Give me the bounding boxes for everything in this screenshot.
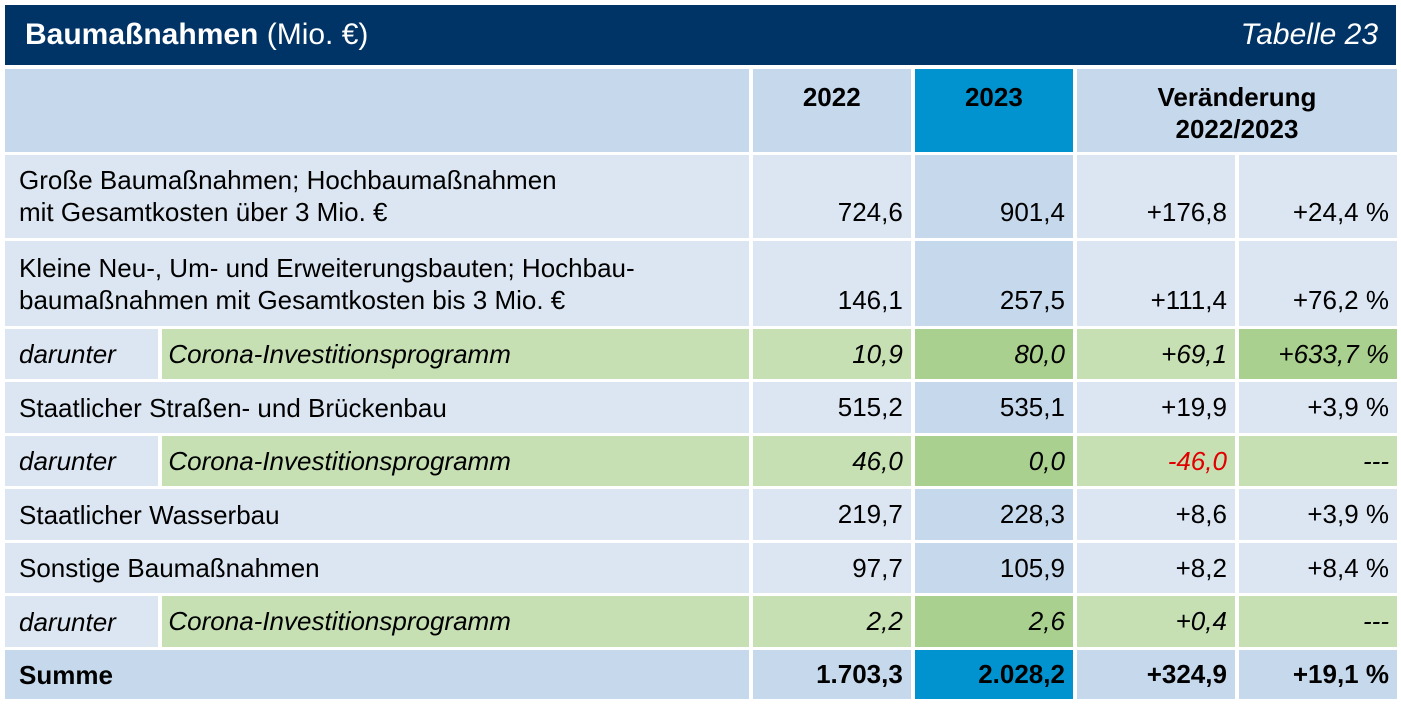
value-2023: 80,0 [914, 329, 1073, 382]
table-row: Große Baumaßnahmen; Hochbaumaßnahmen mit… [5, 155, 1397, 241]
value-2022: 10,9 [752, 329, 911, 382]
change-percent: +8,4 % [1238, 543, 1397, 596]
value-2022: 46,0 [752, 436, 911, 489]
table-row: Sonstige Baumaßnahmen 97,7 105,9 +8,2 +8… [5, 543, 1397, 596]
change-percent: +3,9 % [1238, 382, 1397, 436]
table-row-sub: darunter Corona-Investitionsprogramm 46,… [5, 436, 1397, 489]
row-label: Corona-Investitionsprogramm [162, 596, 749, 650]
value-2023: 535,1 [914, 382, 1073, 436]
table-title-bar: Baumaßnahmen (Mio. €) Tabelle 23 [5, 5, 1396, 65]
table-number: Tabelle 23 [1240, 18, 1378, 51]
table-row: Staatlicher Straßen- und Brückenbau 515,… [5, 382, 1397, 436]
row-label: Staatlicher Straßen- und Brückenbau [5, 382, 749, 436]
col-header-2023: 2023 [914, 69, 1073, 155]
change-percent: --- [1238, 596, 1397, 650]
value-2022: 97,7 [752, 543, 911, 596]
value-2022: 724,6 [752, 155, 911, 241]
row-label-line1: Große Baumaßnahmen; Hochbaumaßnahmen [19, 165, 557, 195]
value-2023: 0,0 [914, 436, 1073, 489]
construction-table: 2022 2023 Veränderung 2022/2023 Große Ba… [1, 69, 1401, 702]
title-unit: (Mio. €) [258, 18, 369, 51]
total-change-absolute: +324,9 [1076, 650, 1235, 702]
change-absolute: +111,4 [1076, 241, 1235, 329]
header-blank [5, 69, 749, 155]
change-percent: +24,4 % [1238, 155, 1397, 241]
title-bold: Baumaßnahmen [25, 18, 259, 51]
col-header-2022: 2022 [752, 69, 911, 155]
total-2022: 1.703,3 [752, 650, 911, 702]
value-2022: 515,2 [752, 382, 911, 436]
change-absolute: +8,6 [1076, 489, 1235, 543]
row-label: Kleine Neu-, Um- und Erweiterungsbauten;… [5, 241, 749, 329]
row-label: Große Baumaßnahmen; Hochbaumaßnahmen mit… [5, 155, 749, 241]
row-label: Corona-Investitionsprogramm [162, 436, 749, 489]
row-label-line2: baumaßnahmen mit Gesamtkosten bis 3 Mio.… [19, 285, 566, 315]
change-absolute: +8,2 [1076, 543, 1235, 596]
row-label-line2: mit Gesamtkosten über 3 Mio. € [19, 197, 388, 227]
value-2022: 146,1 [752, 241, 911, 329]
value-2023: 228,3 [914, 489, 1073, 543]
value-2023: 2,6 [914, 596, 1073, 650]
change-absolute-negative: -46,0 [1076, 436, 1235, 489]
header-row: 2022 2023 Veränderung 2022/2023 [5, 69, 1397, 155]
change-absolute: +176,8 [1076, 155, 1235, 241]
change-absolute: +69,1 [1076, 329, 1235, 382]
value-2023: 901,4 [914, 155, 1073, 241]
total-row: Summe 1.703,3 2.028,2 +324,9 +19,1 % [5, 650, 1397, 702]
row-prefix: darunter [5, 329, 159, 382]
row-label-line1: Kleine Neu-, Um- und Erweiterungsbauten;… [19, 253, 635, 283]
change-percent: +3,9 % [1238, 489, 1397, 543]
change-percent: +633,7 % [1238, 329, 1397, 382]
table-row-sub: darunter Corona-Investitionsprogramm 2,2… [5, 596, 1397, 650]
change-header-line2: 2022/2023 [1175, 114, 1299, 144]
row-label: Corona-Investitionsprogramm [162, 329, 749, 382]
total-2023: 2.028,2 [914, 650, 1073, 702]
row-prefix: darunter [5, 596, 159, 650]
change-percent: +76,2 % [1238, 241, 1397, 329]
change-absolute: +0,4 [1076, 596, 1235, 650]
change-header-line1: Veränderung [1157, 82, 1317, 112]
value-2022: 2,2 [752, 596, 911, 650]
row-label: Sonstige Baumaßnahmen [5, 543, 749, 596]
table-row: Kleine Neu-, Um- und Erweiterungsbauten;… [5, 241, 1397, 329]
col-header-change: Veränderung 2022/2023 [1076, 69, 1397, 155]
row-prefix: darunter [5, 436, 159, 489]
total-change-percent: +19,1 % [1238, 650, 1397, 702]
value-2023: 105,9 [914, 543, 1073, 596]
row-label: Staatlicher Wasserbau [5, 489, 749, 543]
table-row-sub: darunter Corona-Investitionsprogramm 10,… [5, 329, 1397, 382]
table-title: Baumaßnahmen (Mio. €) [25, 18, 368, 52]
change-percent: --- [1238, 436, 1397, 489]
change-absolute: +19,9 [1076, 382, 1235, 436]
value-2023: 257,5 [914, 241, 1073, 329]
table-row: Staatlicher Wasserbau 219,7 228,3 +8,6 +… [5, 489, 1397, 543]
value-2022: 219,7 [752, 489, 911, 543]
total-label: Summe [5, 650, 749, 702]
